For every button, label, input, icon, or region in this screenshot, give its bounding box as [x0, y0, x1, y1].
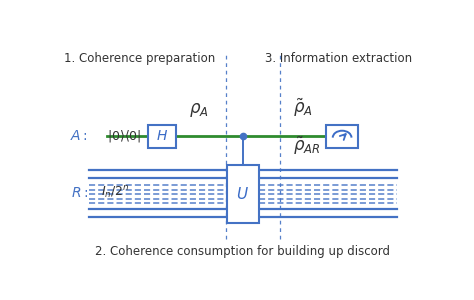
Text: $\tilde{\rho}_A$: $\tilde{\rho}_A$ [292, 97, 312, 119]
Text: 2. Coherence consumption for building up discord: 2. Coherence consumption for building up… [95, 245, 391, 258]
Text: $U$: $U$ [237, 186, 249, 202]
Bar [148, 125, 176, 148]
Text: 1. Coherence preparation: 1. Coherence preparation [64, 52, 216, 65]
Text: $|0\rangle\langle 0|$: $|0\rangle\langle 0|$ [107, 128, 142, 145]
Bar [327, 125, 358, 148]
Text: 3. Information extraction: 3. Information extraction [265, 52, 412, 65]
Text: $\tilde{\rho}_{AR}$: $\tilde{\rho}_{AR}$ [292, 135, 320, 157]
Text: $A:$: $A:$ [71, 130, 89, 143]
Text: $\rho_A$: $\rho_A$ [189, 101, 209, 119]
Bar [228, 165, 258, 223]
Text: $H$: $H$ [156, 130, 168, 143]
Text: $R:$: $R:$ [71, 186, 88, 200]
Text: $I_n/2^n$: $I_n/2^n$ [101, 185, 130, 201]
